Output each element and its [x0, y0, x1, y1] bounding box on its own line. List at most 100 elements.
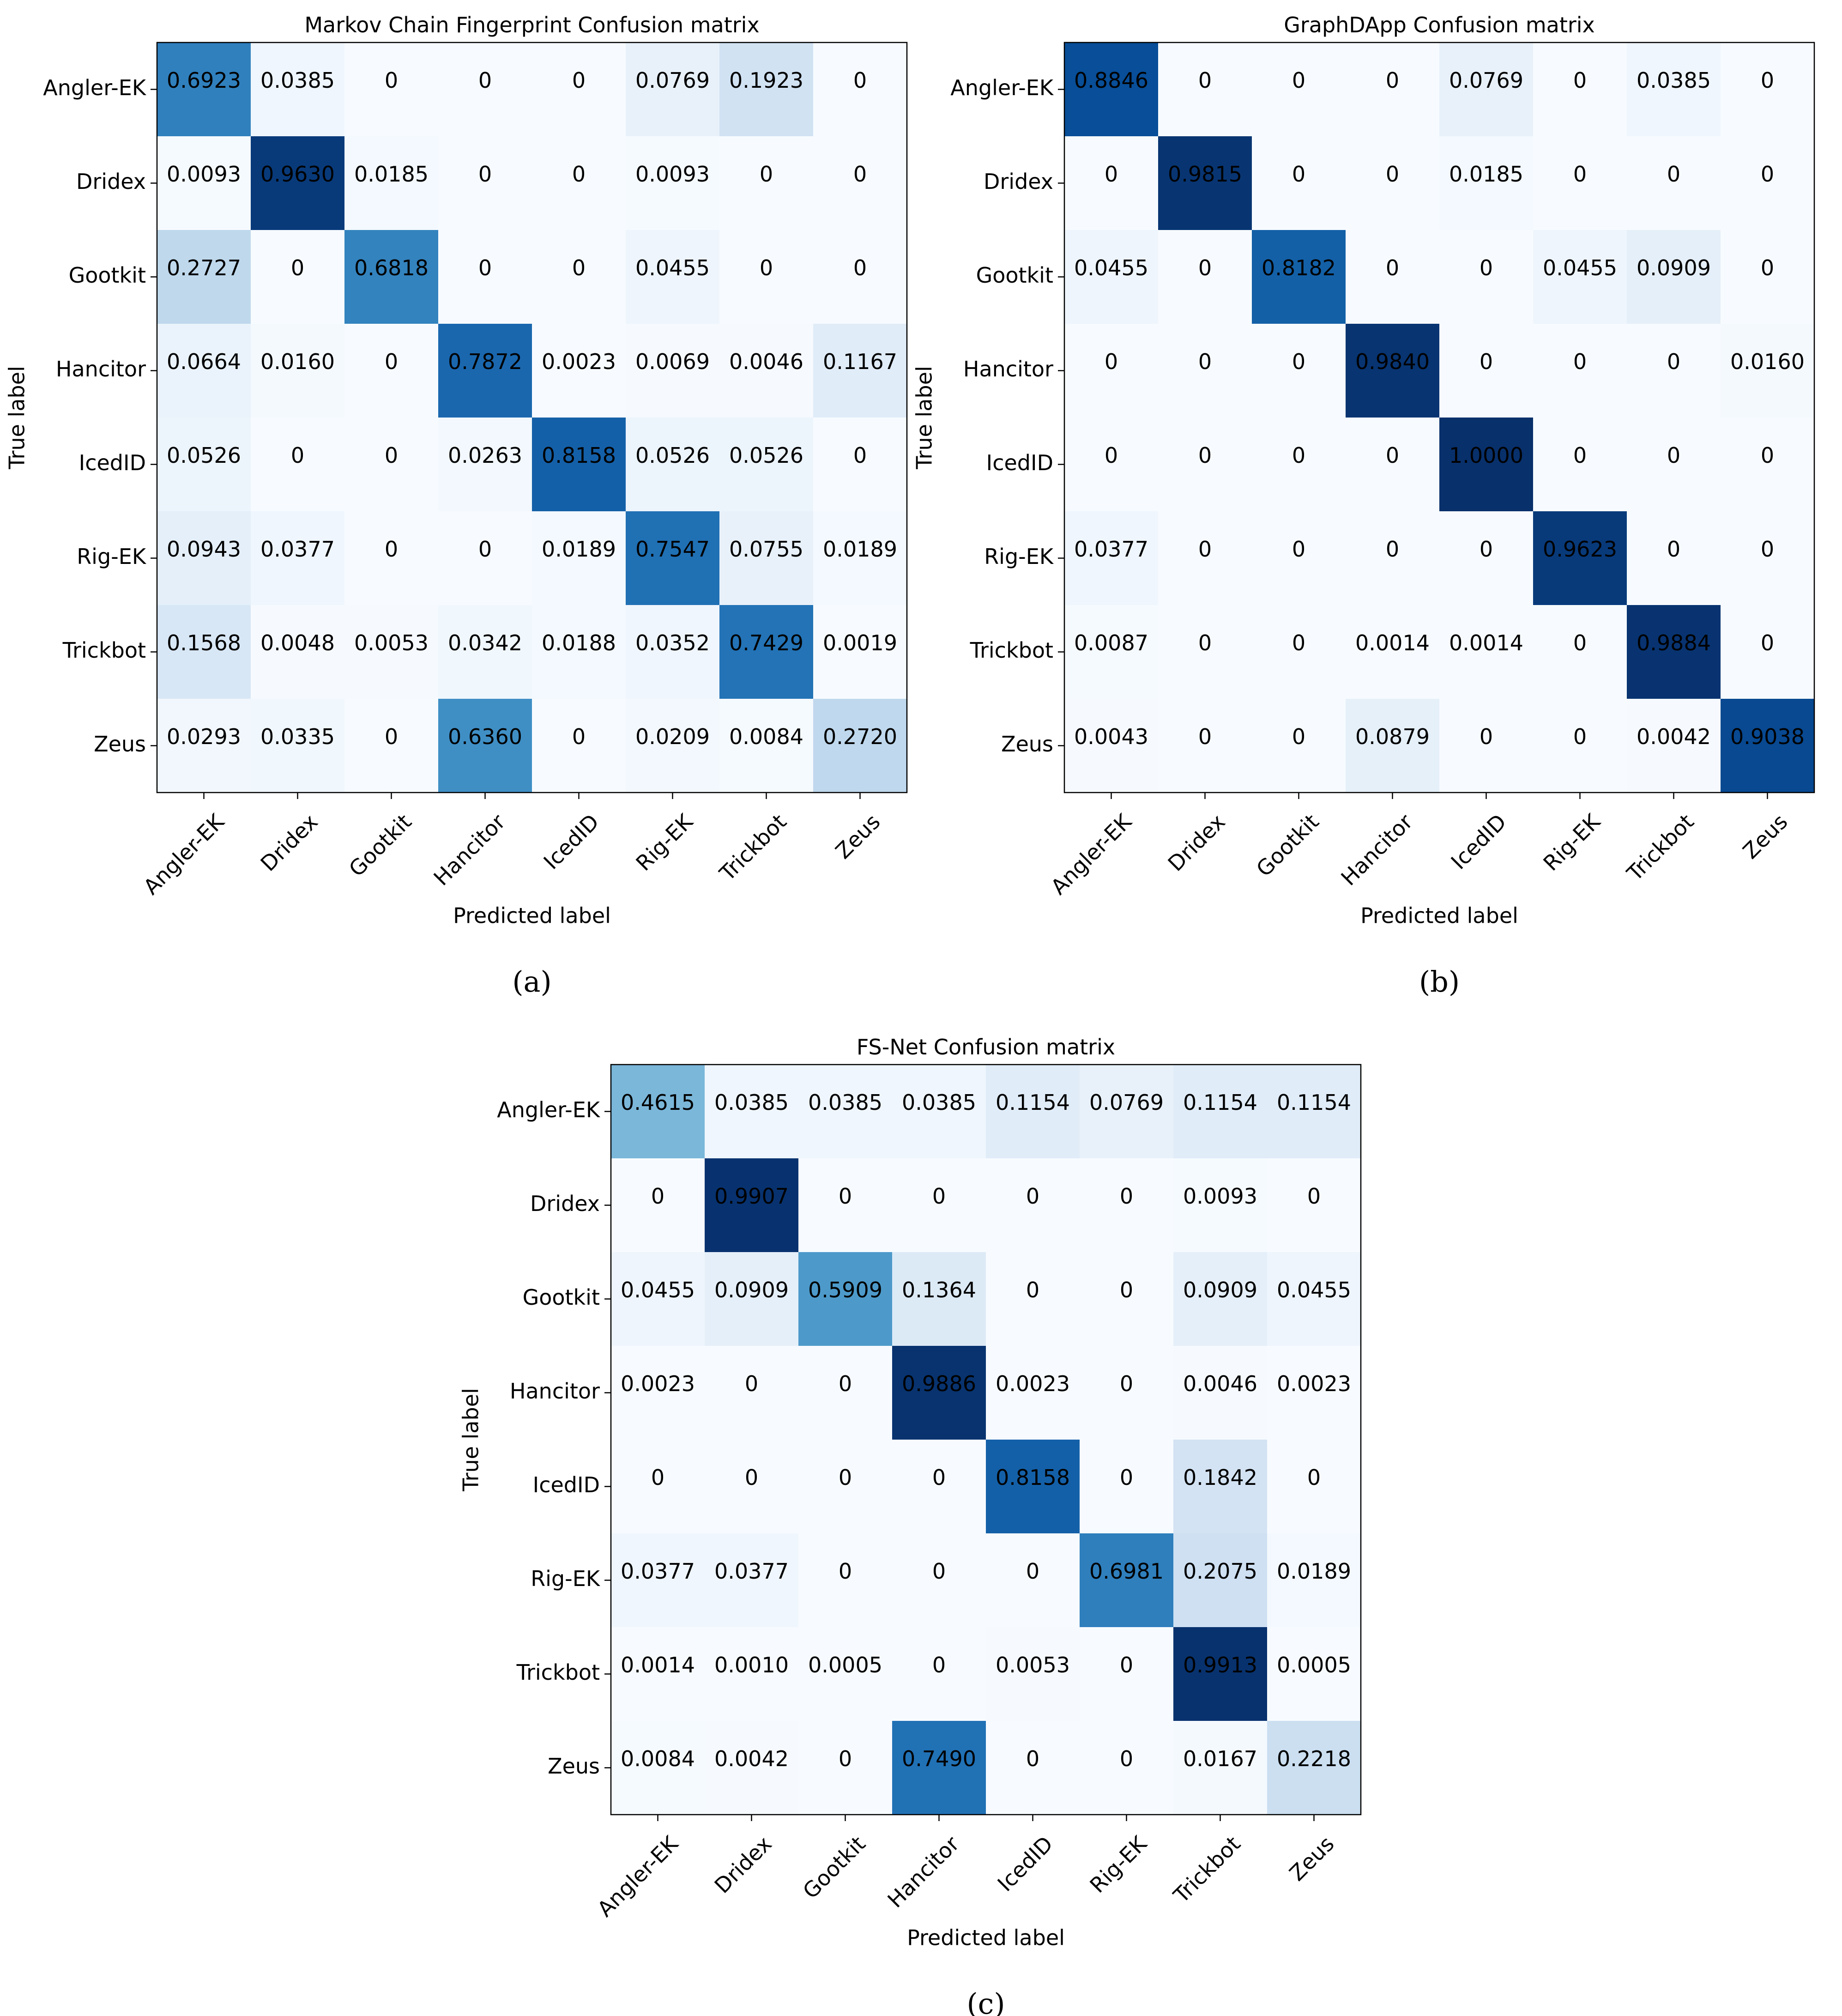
- cell-value-label: 0.9630: [260, 162, 335, 187]
- y-tick-label-gootkit: Gootkit: [69, 263, 146, 288]
- cell-value-label: 0: [1480, 349, 1493, 374]
- heatmap-cell: [1439, 418, 1534, 512]
- heatmap-cell: [986, 1533, 1080, 1628]
- cell-value-label: 0: [853, 162, 867, 187]
- cell-value-label: 0.0664: [167, 349, 241, 374]
- x-axis-label: Predicted label: [453, 903, 611, 928]
- heatmap-cell: [1627, 324, 1721, 418]
- cell-value-label: 0: [1120, 1746, 1133, 1771]
- cell-value-label: 0.0385: [1637, 68, 1711, 93]
- heatmap-cell: [798, 1533, 893, 1628]
- y-tick-label-zeus: Zeus: [94, 732, 146, 757]
- cell-value-label: 0: [1480, 537, 1493, 562]
- cell-value-label: 0: [1198, 255, 1212, 280]
- cell-value-label: 0.0023: [996, 1371, 1070, 1396]
- heatmap-cell: [1158, 230, 1252, 324]
- heatmap-cell: [1439, 324, 1534, 418]
- cell-value-label: 0.0526: [729, 443, 803, 468]
- heatmap-cell: [1627, 136, 1721, 230]
- cell-value-label: 0: [1292, 537, 1305, 562]
- cell-value-label: 0: [1573, 349, 1587, 374]
- heatmap-cell: [705, 1533, 799, 1628]
- cell-value-label: 0.0053: [996, 1653, 1070, 1677]
- heatmap-cell: [532, 511, 626, 605]
- cell-value-label: 0.0167: [1183, 1746, 1257, 1771]
- cell-value-label: 0.0879: [1355, 724, 1430, 749]
- heatmap-cell: [892, 1627, 986, 1721]
- cell-value-label: 0.0010: [714, 1653, 789, 1677]
- cell-value-label: 0.0377: [1074, 537, 1148, 562]
- cell-value-label: 0: [651, 1184, 664, 1209]
- cell-value-label: 0.2075: [1183, 1559, 1257, 1584]
- cell-value-label: 0.1154: [1183, 1090, 1257, 1115]
- heatmap-cell: [1173, 1065, 1268, 1159]
- cell-value-label: 0.0455: [635, 255, 710, 280]
- y-axis-label: True label: [912, 366, 937, 470]
- heatmap-cell: [1158, 418, 1252, 512]
- cell-value-label: 0.9886: [902, 1371, 976, 1396]
- heatmap-cell: [1721, 230, 1815, 324]
- heatmap-cell: [532, 418, 626, 512]
- cell-value-label: 0: [853, 68, 867, 93]
- heatmap-cell: [1627, 418, 1721, 512]
- heatmap-cell: [626, 511, 720, 605]
- heatmap-cell: [813, 42, 907, 137]
- x-axis-label: Predicted label: [907, 1925, 1065, 1950]
- cell-value-label: 0.0909: [1637, 255, 1711, 280]
- heatmap-cell: [344, 511, 439, 605]
- y-tick-label-rig-ek: Rig-EK: [984, 544, 1054, 569]
- cell-value-label: 0: [760, 162, 773, 187]
- heatmap-cell: [813, 324, 907, 418]
- y-tick-label-rig-ek: Rig-EK: [531, 1566, 601, 1591]
- cell-value-label: 0.7872: [448, 349, 522, 374]
- cell-value-label: 0: [1120, 1371, 1133, 1396]
- cell-value-label: 0: [1198, 68, 1212, 93]
- cell-value-label: 0: [572, 724, 586, 749]
- heatmap-cell: [892, 1533, 986, 1628]
- heatmap-cell: [1252, 605, 1346, 699]
- cell-value-label: 0.0185: [354, 162, 429, 187]
- y-tick-label-trickbot: Trickbot: [62, 638, 146, 663]
- cell-value-label: 0.6923: [167, 68, 241, 93]
- heatmap-cell: [705, 1158, 799, 1253]
- heatmap-cell: [1252, 699, 1346, 793]
- heatmap-cell: [626, 418, 720, 512]
- heatmap-cell: [1346, 418, 1440, 512]
- cell-value-label: 0: [1105, 162, 1118, 187]
- cell-value-label: 0: [385, 724, 398, 749]
- heatmap-cell: [986, 1065, 1080, 1159]
- heatmap-cell: [157, 230, 251, 324]
- chart-title: FS-Net Confusion matrix: [857, 1035, 1115, 1059]
- cell-value-label: 0.1364: [902, 1277, 976, 1302]
- cell-value-label: 0: [1386, 68, 1399, 93]
- heatmap-cell: [626, 136, 720, 230]
- cell-value-label: 0.0189: [1277, 1559, 1351, 1584]
- cell-value-label: 0: [1198, 724, 1212, 749]
- cell-value-label: 0: [839, 1465, 852, 1490]
- heatmap-cell: [892, 1440, 986, 1534]
- heatmap-cell: [1267, 1252, 1361, 1346]
- heatmap-cell: [1064, 230, 1159, 324]
- cell-value-label: 0.0943: [167, 537, 241, 562]
- cell-value-label: 0.0046: [729, 349, 803, 374]
- heatmap-cell: [532, 324, 626, 418]
- y-tick-label-rig-ek: Rig-EK: [77, 544, 147, 569]
- cell-value-label: 0: [478, 162, 492, 187]
- cell-value-label: 0.0769: [1449, 68, 1523, 93]
- heatmap-cell: [626, 324, 720, 418]
- heatmap-cell: [251, 511, 345, 605]
- cell-value-label: 0.1568: [167, 630, 241, 655]
- heatmap-cell: [1439, 605, 1534, 699]
- cell-value-label: 0: [1307, 1184, 1321, 1209]
- plot-frame: [610, 1064, 1362, 1816]
- heatmap-cell: [344, 324, 439, 418]
- heatmap-cell: [705, 1440, 799, 1534]
- heatmap-cell: [1346, 699, 1440, 793]
- heatmap-cell: [344, 605, 439, 699]
- heatmap-cell: [1627, 699, 1721, 793]
- cell-value-label: 0.2218: [1277, 1746, 1351, 1771]
- heatmap-cell: [798, 1440, 893, 1534]
- cell-value-label: 0.0455: [1277, 1277, 1351, 1302]
- cell-value-label: 0.1154: [1277, 1090, 1351, 1115]
- cell-value-label: 0: [291, 255, 304, 280]
